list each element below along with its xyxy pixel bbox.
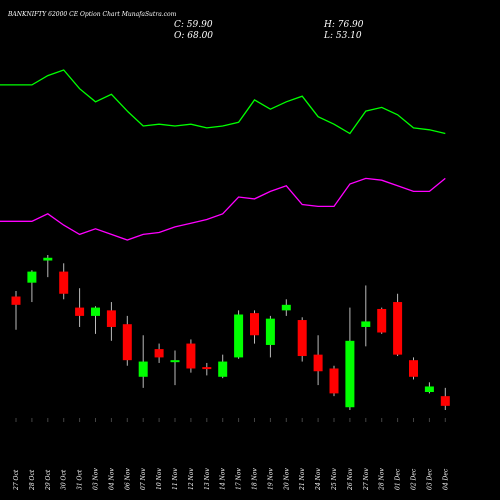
candle-body-down [122,324,132,361]
candle [59,263,69,300]
x-tick-label: 21 Nov [299,468,306,491]
candle-body-up [43,257,53,261]
x-tick-label: 28 Oct [29,469,36,491]
candle [122,315,132,366]
x-axis-ticks: 27 Oct 28 Oct 29 Oct 30 Oct 31 Oct 03 Nov 04 N… [13,418,449,491]
x-tick-label: 29 Oct [45,469,52,491]
candle-body-up [27,271,37,283]
x-tick-label: 25 Nov [331,468,338,491]
candle-body-down [186,343,196,369]
candle [43,255,53,278]
candle-body-down [59,271,69,294]
candle [202,362,212,376]
candle-body-up [281,304,291,311]
x-tick-label: 10 Nov [156,468,163,490]
x-tick-label: 19 Nov [267,468,274,490]
x-tick-label: 12 Nov [188,468,195,490]
x-tick-label: 11 Nov [172,468,179,490]
candle [345,307,355,410]
candle [91,306,100,334]
candle-body-down [202,367,212,370]
x-tick-label: 17 Nov [236,468,243,490]
candle-body-down [154,349,164,358]
candle [138,335,148,388]
candle [409,357,418,380]
candle-body-down [250,313,259,336]
candle-body-up [218,361,228,377]
candle-body-up [424,386,434,393]
candle [154,343,164,363]
x-tick-label: 02 Dec [411,468,418,490]
candle-body-up [345,340,355,408]
candle-body-down [393,302,403,355]
candle-body-down [297,320,307,357]
close-label: C: 59.90 [174,20,213,30]
x-tick-label: 06 Nov [124,468,131,490]
x-tick-label: 04 Dec [442,468,449,490]
candle [424,382,434,394]
candle [234,310,244,359]
candle [106,302,116,341]
candle [297,317,307,362]
candle-body-down [75,307,85,316]
candle [440,387,450,410]
x-tick-label: 03 Nov [93,468,100,490]
candle [11,290,21,330]
candle [75,288,85,327]
candle-body-up [265,318,275,345]
candles-group [11,255,450,410]
candle-body-up [170,360,180,363]
indicator-line-2 [0,177,446,241]
candle [361,285,371,347]
chart-title: BANKNIFTY 62000 CE Option Chart MunafaSu… [7,11,177,18]
x-tick-label: 18 Nov [252,468,259,490]
x-tick-label: 24 Nov [315,468,322,491]
x-tick-label: 04 Nov [108,468,115,490]
candle [393,293,403,357]
candle [186,339,196,373]
candle [170,350,180,386]
x-tick-label: 03 Dec [426,468,433,490]
candle [27,270,37,303]
candle-body-down [329,368,339,394]
x-tick-label: 07 Nov [140,468,147,490]
candle-body-up [361,321,371,327]
x-tick-label: 27 Oct [13,469,20,491]
x-tick-label: 13 Nov [204,468,211,490]
candle [313,335,323,386]
candle-body-up [138,361,148,377]
indicator-lines [0,69,446,241]
x-tick-label: 14 Nov [220,468,227,490]
x-tick-label: 28 Nov [379,468,386,491]
candle [250,310,259,344]
open-label: O: 68.00 [174,31,213,41]
candle [281,299,291,316]
x-tick-label: 01 Dec [395,468,402,490]
candle [265,315,275,358]
candle [329,365,339,397]
candle-body-down [409,360,418,377]
x-tick-label: 30 Oct [61,469,68,490]
candle-body-down [313,354,323,372]
candle-body-down [377,308,387,333]
high-label: H: 76.90 [323,20,364,30]
candle-body-up [91,307,100,316]
indicator-line-1 [0,69,446,135]
x-tick-label: 26 Nov [347,468,354,491]
candle [377,307,387,334]
candle-body-down [106,310,116,327]
low-label: L: 53.10 [323,31,362,41]
candle-body-down [11,296,21,305]
candle [218,354,228,379]
candle-body-down [440,396,450,406]
candle-body-up [234,314,244,358]
x-tick-label: 27 Nov [363,468,370,491]
x-tick-label: 31 Oct [77,469,84,490]
x-tick-label: 20 Nov [283,468,290,491]
